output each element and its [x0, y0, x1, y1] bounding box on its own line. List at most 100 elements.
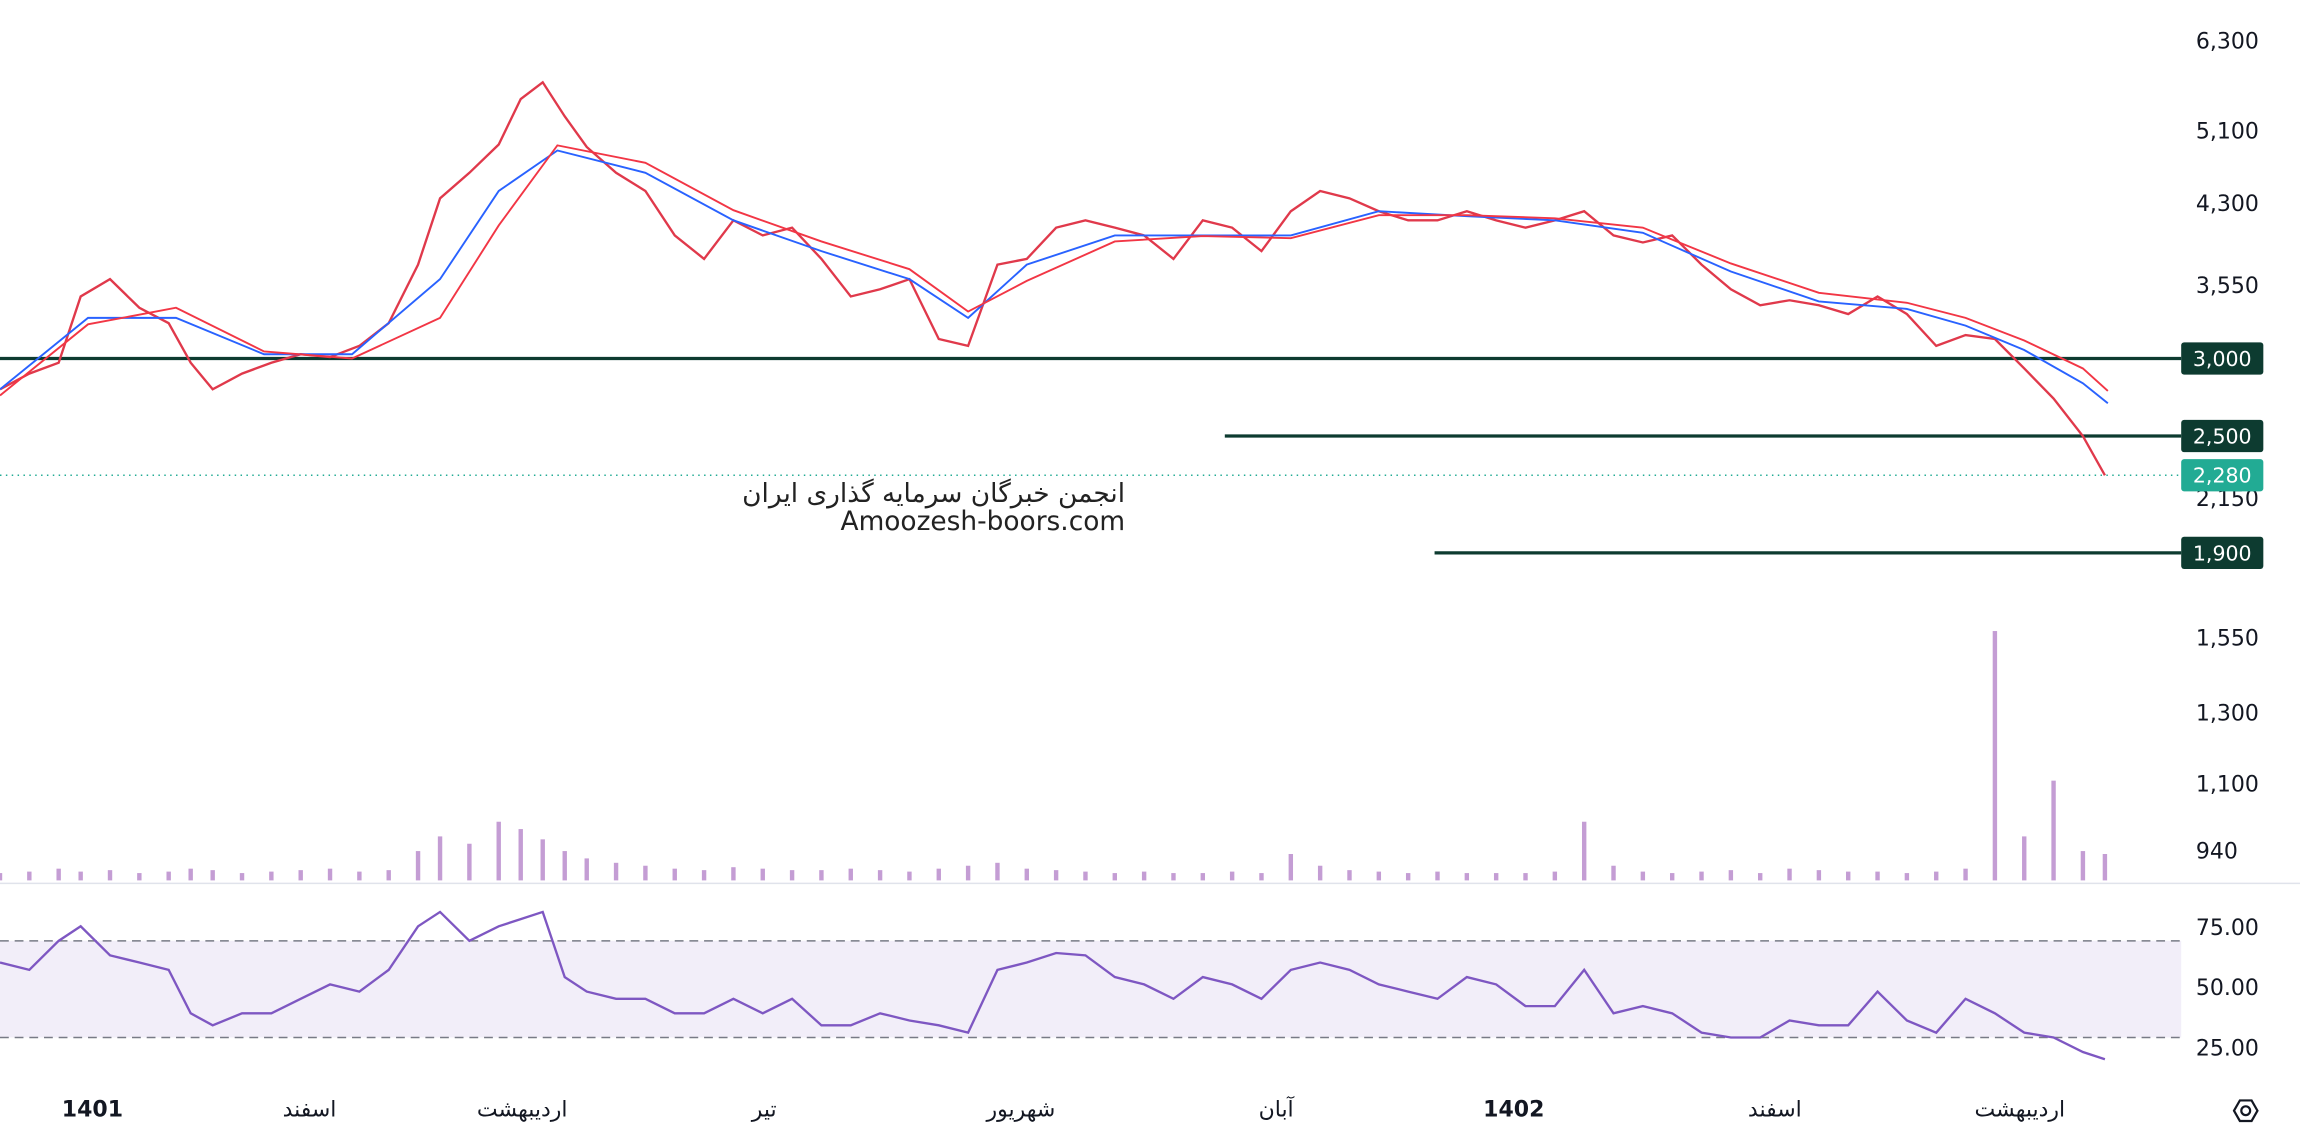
- volume-bar: [995, 862, 1000, 881]
- icon-dot: [2240, 1105, 2252, 1117]
- volume-bar: [731, 867, 736, 881]
- x-tick-label: 1401: [62, 1098, 123, 1123]
- volume-bar: [298, 870, 303, 881]
- volume-bar: [1552, 871, 1558, 881]
- volume-bar: [613, 862, 619, 881]
- volume-bar: [1992, 631, 1998, 881]
- level-label-box: [2181, 342, 2264, 375]
- volume-bar: [437, 836, 443, 881]
- x-tick-label: اردیبهشت: [1974, 1098, 2065, 1123]
- volume-bar: [848, 868, 853, 881]
- y-tick-label: 6,300: [2196, 30, 2259, 55]
- volume-bar: [1875, 871, 1880, 881]
- volume-bar: [0, 873, 3, 881]
- volume-bar: [1787, 868, 1792, 881]
- x-tick-label: آبان: [1259, 1096, 1295, 1123]
- series-line: [0, 144, 2109, 397]
- volume-bar: [965, 865, 971, 881]
- volume-bar: [819, 870, 824, 881]
- volume-bar: [357, 871, 362, 881]
- volume-bar: [137, 873, 142, 881]
- x-tick-label: اسفند: [1748, 1098, 1802, 1123]
- y-tick-label: 4,300: [2196, 192, 2259, 217]
- volume-bar: [672, 868, 677, 881]
- x-tick-label: اردیبهشت: [477, 1098, 568, 1123]
- volume-bar: [643, 865, 648, 881]
- volume-bar: [1024, 868, 1029, 881]
- series-line: [0, 910, 2106, 1061]
- last-price-box: [2181, 459, 2264, 492]
- volume-bar: [1405, 873, 1411, 881]
- volume-bar: [1493, 873, 1499, 881]
- volume-bar: [518, 829, 523, 881]
- series-line: [0, 80, 2106, 476]
- y-tick-label: 75.00: [2196, 916, 2259, 941]
- volume-bar: [877, 870, 883, 881]
- watermark: انجمن خبرگان سرمایه گذاری ایران: [742, 478, 1125, 509]
- y-tick-label: 5,100: [2196, 120, 2259, 145]
- volume-bar: [1758, 873, 1763, 881]
- volume-bar: [415, 851, 421, 881]
- volume-bar: [540, 839, 545, 881]
- volume-bar: [760, 868, 765, 881]
- volume-bar: [936, 868, 941, 881]
- volume-bar: [907, 871, 912, 881]
- volume-bar: [107, 870, 113, 881]
- icon-hex: [2232, 1099, 2259, 1123]
- volume-bar: [1728, 870, 1734, 881]
- x-tick-label: اسفند: [283, 1098, 337, 1123]
- volume-bar: [1317, 865, 1323, 881]
- volume-bar: [1934, 871, 1939, 881]
- volume-bar: [1846, 871, 1851, 881]
- volume-bar: [1229, 871, 1235, 881]
- volume-bar: [1816, 870, 1822, 881]
- volume-bar: [1288, 854, 1294, 881]
- volume-bar: [584, 858, 589, 881]
- settings-icon[interactable]: [2232, 1099, 2259, 1123]
- volume-bar: [1200, 873, 1206, 881]
- volume-bar: [1435, 871, 1440, 881]
- volume-bar: [1112, 873, 1117, 881]
- level-label: 1,900: [2193, 541, 2252, 565]
- volume-bar: [1699, 871, 1704, 881]
- level-label-box: [2181, 419, 2264, 453]
- y-tick-label: 3,550: [2196, 274, 2259, 299]
- volume-bar: [269, 871, 274, 881]
- x-tick-label: 1402: [1483, 1098, 1544, 1123]
- volume-bar: [1083, 871, 1088, 881]
- volume-bar: [1259, 873, 1264, 881]
- volume-bar: [1581, 821, 1587, 881]
- volume-bar: [1347, 870, 1352, 881]
- volume-bar: [1640, 871, 1646, 881]
- y-tick-label: 940: [2196, 839, 2238, 864]
- y-tick-label: 2,150: [2196, 487, 2259, 512]
- y-tick-label: 1,300: [2196, 701, 2259, 726]
- level-label: 3,000: [2193, 347, 2252, 371]
- volume-bar: [1171, 873, 1176, 881]
- volume-bar: [27, 871, 32, 881]
- y-tick-label: 25.00: [2196, 1037, 2259, 1062]
- volume-bar: [188, 868, 193, 881]
- volume-bar: [1611, 865, 1616, 881]
- last-price-label: 2,280: [2193, 464, 2252, 488]
- level-label-box: [2181, 536, 2264, 569]
- watermark: Amoozesh-boors.com: [841, 506, 1126, 537]
- volume-bar: [1464, 873, 1470, 881]
- volume-bar: [467, 843, 472, 881]
- volume-bar: [1669, 873, 1675, 881]
- volume-bar: [327, 868, 333, 881]
- volume-bar: [496, 821, 501, 881]
- volume-bar: [2051, 780, 2056, 881]
- series-line: [0, 149, 2109, 404]
- volume-bar: [1904, 873, 1910, 881]
- volume-bar: [78, 871, 83, 881]
- volume-bar: [210, 870, 215, 881]
- volume-bar: [2080, 851, 2086, 881]
- y-tick-label: 1,100: [2196, 772, 2259, 797]
- x-tick-label: شهریور: [986, 1098, 1056, 1123]
- volume-bar: [562, 851, 567, 881]
- rsi-band-fill: [0, 940, 2182, 1038]
- y-tick-label: 50.00: [2196, 976, 2259, 1001]
- volume-bar: [1963, 868, 1968, 881]
- volume-bar: [2102, 854, 2108, 881]
